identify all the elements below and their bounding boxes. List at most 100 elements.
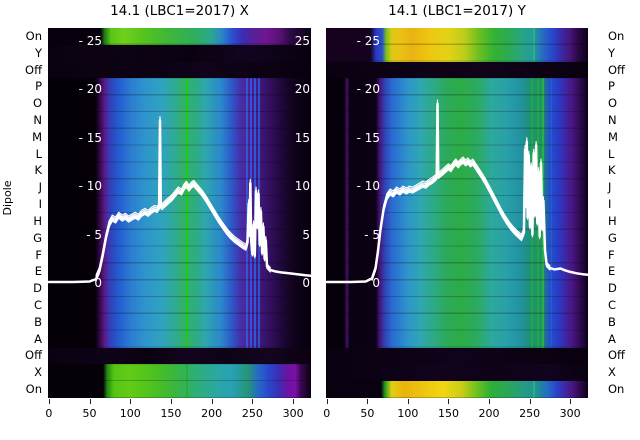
x-tick-mark [489,399,491,404]
x-tick-mark [293,399,295,404]
x-tick-label: 100 [119,407,141,420]
dipole-label-left: Y [34,45,42,60]
dipole-label-right: F [608,247,615,262]
dipole-label-right: O [608,96,618,111]
x-tick-mark [252,399,254,404]
x-tick-mark [367,399,369,404]
heatmap-band-y-row [48,44,311,62]
x-tick-mark [407,399,409,404]
dipole-label-left: N [33,113,42,127]
inner-ytick-label-right: 10 [294,179,310,194]
dipole-label-left: A [34,331,42,346]
heatmap-band-on-y-top [326,28,588,62]
dipole-label-right: H [608,213,617,228]
inner-ytick-label-left: - 5 [364,227,380,242]
dipole-label-right: M [608,129,618,144]
x-tick-label: 50 [82,407,97,420]
x-tick-mark [89,399,91,404]
dipole-label-left: C [33,298,42,312]
heatmap-stripe [533,28,536,62]
heatmap-band-off-bottom [48,347,311,365]
dipole-label-left: Off [25,348,42,363]
inner-ytick-label-left: - 15 [356,130,380,145]
dipole-label-left: P [35,79,42,94]
x-tick-mark [170,399,172,404]
x-tick-label: 300 [282,407,304,420]
beam-profile-curve [326,99,588,284]
dipole-label-right: On [608,382,625,397]
dipole-label-right: C [608,298,617,312]
inner-ytick-label-right: 15 [294,130,310,145]
dipole-label-right: J [608,180,612,195]
x-tick-label: 0 [323,407,331,420]
heatmap-stripe [550,78,553,348]
dipole-label-left: L [35,146,42,161]
dipole-label-left: K [34,163,42,178]
x-tick-label: 300 [559,407,581,420]
inner-ytick-label-left: 0 [94,276,102,290]
dipole-label-left: F [35,247,42,262]
dipole-label-left: O [32,96,42,111]
x-tick-mark [211,399,213,404]
x-tick-mark [448,399,450,404]
dipole-label-left: H [33,213,42,228]
inner-ytick-label-left: - 25 [78,34,102,48]
heatmap-panel-y: - 25 - 20 - 15 - 10 - 5 0 [326,28,588,398]
heatmap-band-off-top [48,61,311,79]
dipole-label-right: Y [608,45,616,60]
heatmap-stripe [533,381,536,398]
dipole-label-left: G [33,230,42,245]
x-tick-mark [570,399,572,404]
dipole-label-right: N [608,113,617,127]
x-tick-label: 200 [478,407,500,420]
dipole-label-right: Off [608,348,625,363]
panel-x-title: 14.1 (LBC1=2017) X [110,3,249,19]
x-tick-label: 200 [201,407,223,420]
panel-y-title: 14.1 (LBC1=2017) Y [388,3,526,19]
inner-ytick-label-right: 25 [294,34,310,48]
heatmap-band-on-top [48,28,311,45]
dipole-label-right: E [608,264,616,279]
heatmap-band-off-bottom [326,347,588,365]
heatmap-stripe [245,78,248,348]
inner-ytick-label-left: - 15 [78,130,102,145]
inner-ytick-label-left: - 25 [356,34,380,48]
x-tick-label: 250 [241,407,263,420]
inner-ytick-label-right: 20 [294,82,310,97]
dipole-label-right: P [608,79,615,94]
dipole-label-right: I [608,197,612,212]
dipole-label-right: K [608,163,616,178]
x-tick-label: 150 [437,407,459,420]
heatmap-band-x-row [326,364,588,382]
heatmap-band-on-bottom [326,381,588,398]
inner-ytick-label-left: - 10 [356,179,380,194]
dipole-label-right: Off [608,62,625,77]
heatmap-panel-x: - 25 - 20 - 15 - 10 - 5 0 25 20 15 10 5 0 [48,28,311,398]
inner-ytick-label-left: - 10 [78,179,102,194]
inner-ytick-label-right: 5 [302,227,310,242]
dipole-label-left: D [33,281,42,296]
dipole-label-right: X [608,365,616,380]
dipole-label-right: On [608,28,625,43]
x-tick-mark [130,399,132,404]
dipole-label-left: E [34,264,42,279]
dipole-label-left: X [34,365,42,380]
inner-ytick-label-left: 0 [372,276,380,290]
dipole-label-right: B [608,314,616,329]
x-tick-mark [48,399,50,404]
x-tick-label: 150 [160,407,182,420]
x-tick-label: 50 [360,407,375,420]
x-tick-mark [529,399,531,404]
inner-ytick-label-right: 0 [302,276,310,290]
x-tick-mark [326,399,328,404]
inner-ytick-label-left: - 20 [78,82,102,97]
heatmap-stripe [185,78,188,348]
inner-ytick-label-left: - 20 [356,82,380,97]
inner-ytick-label-left: - 5 [86,227,102,242]
dipole-label-left: B [34,314,42,329]
heatmap-band-off-top [326,61,588,79]
x-tick-label: 0 [45,407,53,420]
x-tick-label: 100 [397,407,419,420]
dipole-label-left: Off [25,62,42,77]
